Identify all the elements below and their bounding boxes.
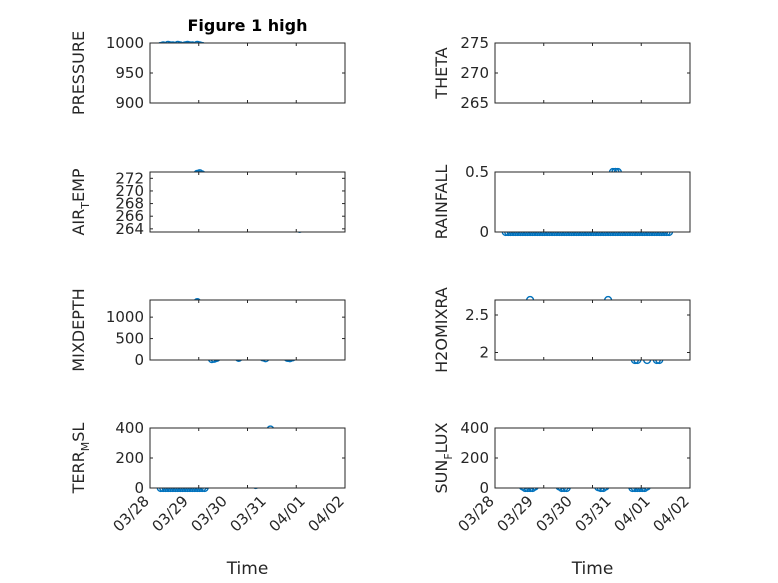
pressure-plot: 900 950 1000 PRESSURE Figure 1 high [69,16,346,115]
y-tick-label: 265 [460,94,489,112]
y-axis-label: TERRMSL [69,423,92,495]
y-tick-label: 272 [115,169,144,187]
y-tick-label: 275 [460,34,489,52]
x-tick-label: 03/29 [494,492,537,535]
y-tick-label: 0.5 [465,163,489,181]
y-tick-label: 900 [115,94,144,112]
y-tick-label: 0 [134,479,144,497]
y-tick-label: 400 [115,419,144,437]
y-tick-label: 2 [479,344,489,362]
x-tick-label: 04/02 [650,492,693,535]
y-axis-label: MIXDEPTH [69,288,88,371]
x-tick-label: 03/29 [149,492,192,535]
x-tick-label: 04/01 [611,492,654,535]
y-tick-label: 200 [115,449,144,467]
axes-box [494,171,691,233]
x-axis-label: Time [571,559,614,579]
x-tick-label: 03/30 [188,492,231,535]
x-axis-label: Time [226,559,269,579]
axes-box [149,171,346,233]
x-tick-label: 03/28 [455,492,498,535]
theta-plot: 265 270 275 THETA [432,34,691,112]
axes-box [494,427,691,489]
axes-box [494,42,691,104]
y-tick-label: 0 [479,479,489,497]
y-tick-label: 1000 [106,34,144,52]
mixdepth-plot: 0 500 1000 MIXDEPTH [69,288,346,372]
y-axis-label: AIRTEMP [69,168,92,235]
rainfall-plot: 0 0.5 RAINFALL [432,163,691,241]
y-tick-label: 0 [479,223,489,241]
y-tick-label: 266 [115,207,144,225]
y-tick-label: 0 [134,351,144,369]
x-tick-label: 04/01 [266,492,309,535]
h2omixra-plot: 2 2.5 H2OMIXRA [432,287,691,373]
x-tick-label: 03/28 [110,492,153,535]
y-axis-label: H2OMIXRA [432,287,451,373]
y-axis-label: THETA [432,47,451,99]
x-tick-label: 03/31 [572,492,615,535]
y-axis-label: SUNFLUX [432,422,455,493]
y-tick-label: 400 [460,419,489,437]
y-tick-label: 264 [115,220,144,238]
y-tick-label: 270 [115,182,144,200]
y-tick-label: 200 [460,449,489,467]
y-tick-label: 268 [115,195,144,213]
axes-box [149,427,346,489]
y-tick-label: 2.5 [465,306,489,324]
x-tick-label: 04/02 [305,492,348,535]
axes-box [494,299,691,361]
x-tick-label: 03/30 [533,492,576,535]
y-axis-label: RAINFALL [432,165,451,240]
chart-title: Figure 1 high [188,16,308,35]
y-axis-label: PRESSURE [69,31,88,115]
y-tick-label: 500 [115,330,144,348]
axes-box [149,42,346,104]
x-tick-label: 03/31 [227,492,270,535]
y-tick-label: 950 [115,64,144,82]
y-tick-label: 270 [460,64,489,82]
axes-box [149,299,346,361]
y-tick-label: 1000 [106,308,144,326]
